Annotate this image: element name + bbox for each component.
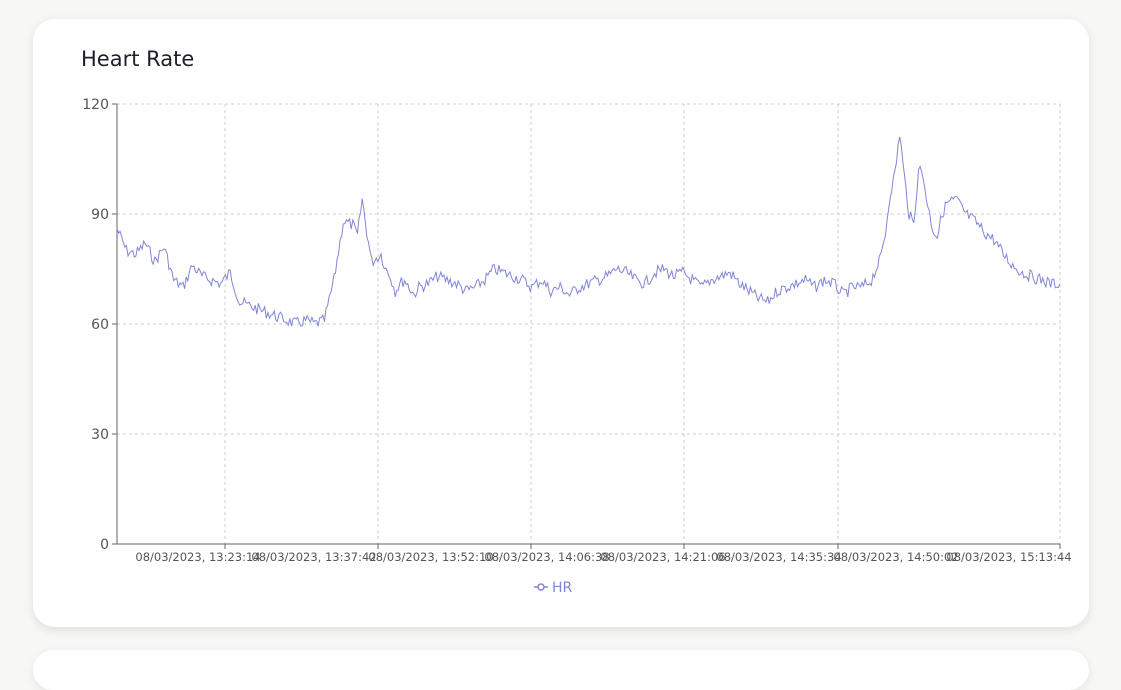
x-tick-label: 08/03/2023, 13:37:42 bbox=[251, 550, 376, 564]
chart-title: Heart Rate bbox=[81, 47, 195, 71]
x-tick-label: 08/03/2023, 15:13:44 bbox=[946, 550, 1071, 564]
y-tick-label: 30 bbox=[91, 427, 109, 443]
heart-rate-card: Heart Rate bbox=[33, 19, 1089, 627]
legend-marker-icon bbox=[537, 583, 545, 591]
y-tick-label: 90 bbox=[91, 207, 109, 223]
hr-series-line bbox=[116, 136, 1061, 327]
y-tick-label: 60 bbox=[91, 317, 109, 333]
x-tick-label: 08/03/2023, 14:50:02 bbox=[833, 550, 958, 564]
x-tick-label: 08/03/2023, 14:35:34 bbox=[716, 550, 841, 564]
legend-label: HR bbox=[552, 580, 573, 596]
x-tick-label: 08/03/2023, 13:52:10 bbox=[368, 550, 493, 564]
y-tick-label: 0 bbox=[100, 537, 109, 553]
x-tick-label: 08/03/2023, 13:23:14 bbox=[135, 550, 260, 564]
x-tick-label: 08/03/2023, 14:21:06 bbox=[600, 550, 725, 564]
x-tick-label: 08/03/2023, 14:06:38 bbox=[484, 550, 609, 564]
y-tick-label: 120 bbox=[82, 97, 109, 113]
